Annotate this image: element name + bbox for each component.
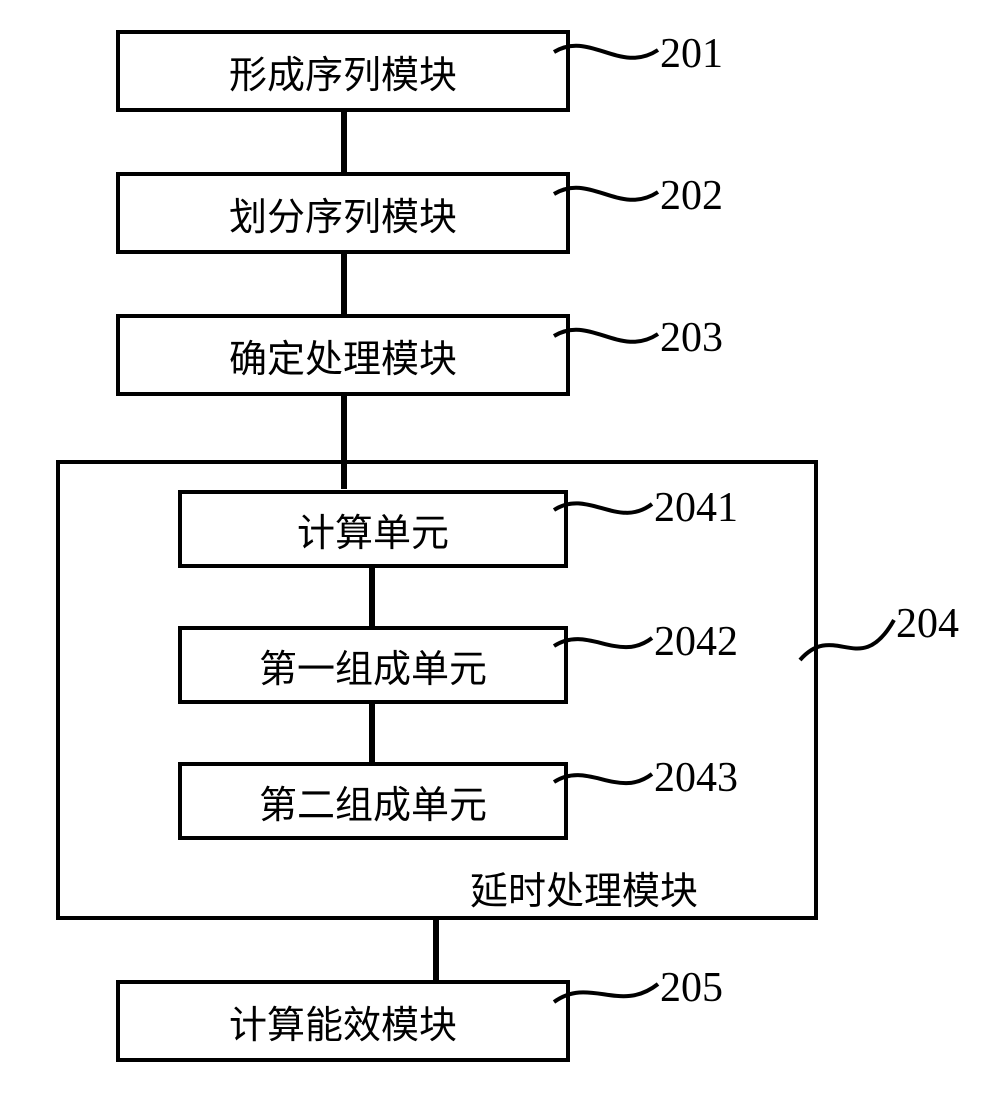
connector <box>341 112 347 172</box>
connector <box>369 704 375 762</box>
block-label: 计算能效模块 <box>229 994 457 1049</box>
block-label: 第一组成单元 <box>259 638 487 693</box>
connector <box>369 568 375 626</box>
block-second-compose-unit: 第二组成单元 <box>178 762 568 840</box>
ref-label: 2042 <box>654 618 738 666</box>
ref-label: 204 <box>896 600 959 648</box>
block-compute-unit: 计算单元 <box>178 490 568 568</box>
block-compute-efficiency: 计算能效模块 <box>116 980 570 1062</box>
block-diagram: 形成序列模块 划分序列模块 确定处理模块 计算单元 第一组成单元 第二组成单元 … <box>0 0 1003 1100</box>
block-label: 第二组成单元 <box>259 774 487 829</box>
block-label: 确定处理模块 <box>229 328 457 383</box>
ref-label: 2041 <box>654 484 738 532</box>
ref-label: 2043 <box>654 754 738 802</box>
block-first-compose-unit: 第一组成单元 <box>178 626 568 704</box>
connector <box>433 920 439 980</box>
block-determine-process: 确定处理模块 <box>116 314 570 396</box>
connector <box>341 396 347 489</box>
connector <box>341 254 347 314</box>
block-divide-sequence: 划分序列模块 <box>116 172 570 254</box>
block-label: 形成序列模块 <box>229 44 457 99</box>
container-label: 延时处理模块 <box>470 860 698 915</box>
block-label: 划分序列模块 <box>229 186 457 241</box>
ref-label: 205 <box>660 964 723 1012</box>
ref-label: 203 <box>660 314 723 362</box>
ref-label: 202 <box>660 172 723 220</box>
block-form-sequence: 形成序列模块 <box>116 30 570 112</box>
ref-label: 201 <box>660 30 723 78</box>
block-label: 计算单元 <box>297 502 449 557</box>
